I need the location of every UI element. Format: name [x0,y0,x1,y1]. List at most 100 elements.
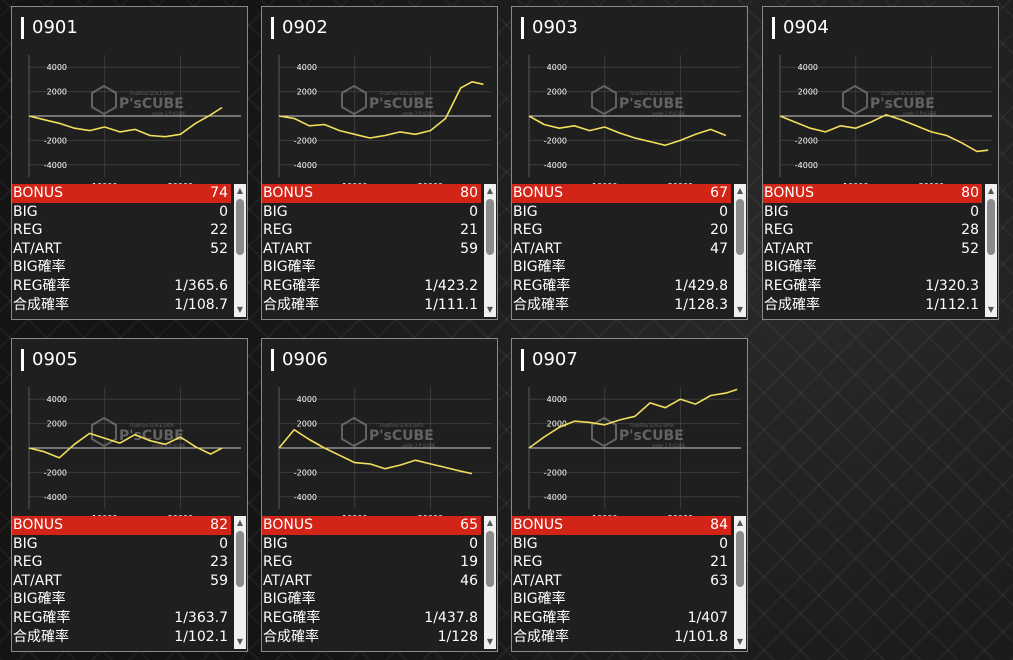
stat-value: 47 [710,240,728,257]
machine-number: 0903 [521,17,578,39]
stat-value: 1/112.1 [925,296,979,313]
scroll-down-arrow-icon[interactable]: ▼ [236,637,244,646]
machine-card-0902[interactable]: 090240002000-2000-40001000020000P'sCUBEF… [261,6,498,320]
stat-value: 0 [970,203,979,220]
stat-value: 59 [460,240,478,257]
stats-scrollbar[interactable]: ▲ ▼ [234,184,246,317]
scrollbar-thumb[interactable] [736,199,744,255]
watermark-sub-text-2: under 2 P'sCUBE [402,443,436,448]
stat-label: BIG確率 [13,591,66,608]
stat-label: BIG [513,535,538,552]
scroll-down-arrow-icon[interactable]: ▼ [736,637,744,646]
y-tick-label: 4000 [47,63,67,72]
stat-row-at-art: AT/ART 47 [512,240,731,259]
stat-value: 1/363.7 [174,610,228,626]
stat-row-reg-rate: REG確率 1/407 [512,609,731,628]
watermark-logo-text: P'sCUBE [619,96,684,112]
y-tick-label: 4000 [798,63,818,72]
stat-row-bonus: BONUS 65 [262,516,481,535]
scroll-up-arrow-icon[interactable]: ▲ [987,186,995,195]
stat-value: 19 [460,554,478,571]
stats-scrollbar[interactable]: ▲ ▼ [484,516,496,649]
stat-row-reg-rate: REG確率 1/437.8 [262,609,481,628]
y-tick-label: -4000 [294,493,317,502]
stat-row-bonus: BONUS 67 [512,184,731,203]
stats-list[interactable]: BONUS 67 BIG 0 REG 20 AT/ART 47 BIG確率 REG確率 1/429.… [512,184,747,317]
scroll-up-arrow-icon[interactable]: ▲ [236,518,244,527]
stat-value: 80 [460,185,478,201]
stats-scrollbar[interactable]: ▲ ▼ [484,184,496,317]
scroll-down-arrow-icon[interactable]: ▼ [987,305,995,314]
y-tick-label: 2000 [47,88,67,97]
payout-line [278,428,473,475]
machine-card-0903[interactable]: 090340002000-2000-40001000020000P'sCUBEF… [511,6,748,320]
stat-value: 0 [719,535,728,552]
stats-list[interactable]: BONUS 80 BIG 0 REG 21 AT/ART 59 BIG確率 REG確率 1/423.… [262,184,497,317]
scroll-down-arrow-icon[interactable]: ▼ [236,305,244,314]
scrollbar-thumb[interactable] [486,199,494,255]
stat-value: 52 [961,240,979,257]
stat-row-bonus: BONUS 74 [12,184,231,203]
stat-row-reg: REG 28 [763,221,982,240]
stats-scrollbar[interactable]: ▲ ▼ [985,184,997,317]
cube-icon [591,416,617,448]
y-tick-label: 2000 [547,88,567,97]
machine-card-0901[interactable]: 090140002000-2000-40001000020000P'sCUBEF… [11,6,248,320]
stats-list[interactable]: BONUS 84 BIG 0 REG 21 AT/ART 63 BIG確率 REG確率 1/407 合… [512,516,747,649]
stat-value: 1/101.8 [674,628,728,645]
watermark-sub-text-2: under 2 P'sCUBE [402,111,436,116]
stats-list[interactable]: BONUS 74 BIG 0 REG 22 AT/ART 52 BIG確率 REG確率 1/365.… [12,184,247,317]
scroll-up-arrow-icon[interactable]: ▲ [486,518,494,527]
stats-list[interactable]: BONUS 80 BIG 0 REG 28 AT/ART 52 BIG確率 REG確率 1/320.… [763,184,998,317]
stat-label: 合成確率 [263,296,319,313]
stat-label: AT/ART [263,240,312,257]
stat-label: BONUS [13,185,63,201]
stats-list[interactable]: BONUS 82 BIG 0 REG 23 AT/ART 59 BIG確率 REG確率 1/363.… [12,516,247,649]
scroll-down-arrow-icon[interactable]: ▼ [736,305,744,314]
stats-scrollbar[interactable]: ▲ ▼ [734,516,746,649]
scrollbar-thumb[interactable] [486,531,494,587]
stats-scrollbar[interactable]: ▲ ▼ [234,516,246,649]
stat-label: 合成確率 [13,296,69,313]
stat-value: 0 [469,203,478,220]
scroll-down-arrow-icon[interactable]: ▼ [486,305,494,314]
stat-label: REG [263,222,293,239]
machine-card-0905[interactable]: 090540002000-2000-40001000020000P'sCUBEF… [11,338,248,652]
scrollbar-thumb[interactable] [236,199,244,255]
stat-row-reg: REG 20 [512,221,731,240]
stats-scrollbar[interactable]: ▲ ▼ [734,184,746,317]
scroll-up-arrow-icon[interactable]: ▲ [486,186,494,195]
scrollbar-thumb[interactable] [736,531,744,587]
y-tick-label: -2000 [795,136,818,145]
machine-card-0907[interactable]: 090740002000-2000-40001000020000P'sCUBEF… [511,338,748,652]
stat-label: 合成確率 [764,296,820,313]
stats-list[interactable]: BONUS 65 BIG 0 REG 19 AT/ART 46 BIG確率 REG確率 1/437.… [262,516,497,649]
stat-value: 1/128.3 [674,296,728,313]
scrollbar-thumb[interactable] [236,531,244,587]
y-tick-label: -4000 [294,161,317,170]
machine-card-0904[interactable]: 090440002000-2000-40001000020000P'sCUBEF… [762,6,999,320]
watermark-sub-text: FloatFlex SCALE DATA [630,423,674,428]
stat-row-big: BIG 0 [262,203,481,222]
payout-graph: 40002000-2000-40001000020000P'sCUBEFloat… [779,55,992,191]
stat-row-at-art: AT/ART 59 [262,240,481,259]
stat-value: 1/108.7 [174,296,228,313]
scroll-down-arrow-icon[interactable]: ▼ [486,637,494,646]
stat-row-reg-rate: REG確率 1/363.7 [12,609,231,628]
scroll-up-arrow-icon[interactable]: ▲ [736,186,744,195]
machine-card-0906[interactable]: 090640002000-2000-40001000020000P'sCUBEF… [261,338,498,652]
stat-row-reg: REG 23 [12,553,231,572]
stat-value: 20 [710,222,728,239]
payout-graph: 40002000-2000-40001000020000P'sCUBEFloat… [28,55,241,191]
stat-value: 1/437.8 [424,610,478,626]
scroll-up-arrow-icon[interactable]: ▲ [236,186,244,195]
stat-row-reg: REG 22 [12,221,231,240]
y-tick-label: 4000 [47,395,67,404]
scroll-up-arrow-icon[interactable]: ▲ [736,518,744,527]
stat-value: 82 [210,517,228,533]
stat-row-at-art: AT/ART 46 [262,572,481,591]
scrollbar-thumb[interactable] [987,199,995,255]
stat-row-reg: REG 21 [512,553,731,572]
